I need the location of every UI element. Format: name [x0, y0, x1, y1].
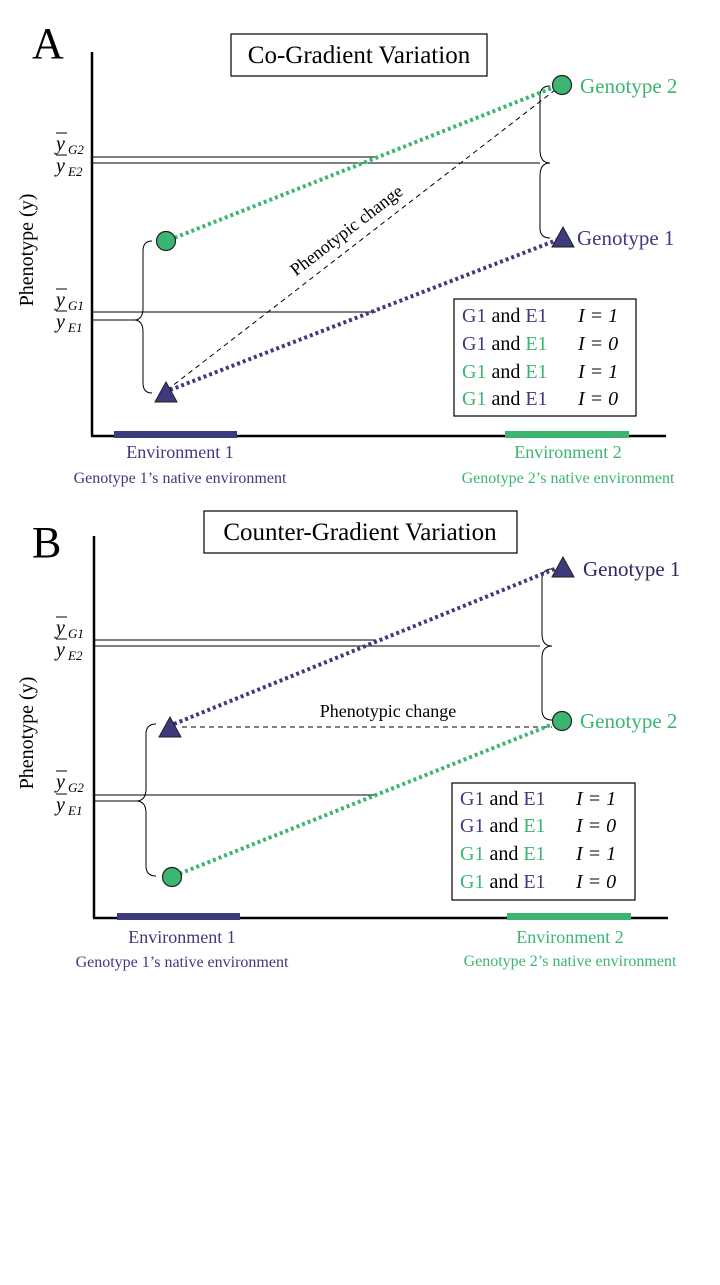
panel-b-mean-e2: y E2	[54, 638, 83, 663]
panel-b-environment2-label: Environment 2	[516, 927, 623, 947]
panel-a-legend-row: G1 and E1 I = 1	[462, 305, 618, 327]
svg-text:y: y	[54, 289, 65, 311]
svg-text:y: y	[54, 617, 65, 639]
panel-b-environment2-bar	[507, 913, 631, 920]
svg-text:I = 0: I = 0	[575, 815, 616, 837]
svg-text:G1 and E1: G1 and E1	[460, 815, 546, 837]
panel-b-legend-row: G1 and E1 I = 1	[460, 843, 616, 865]
panel-b-legend-row: G1 and E1 I = 0	[460, 815, 616, 837]
panel-a-environment1-sublabel: Genotype 1’s native environment	[74, 470, 287, 487]
panel-a-legend-row: G1 and E1 I = 1	[462, 361, 618, 383]
panel-a-environment1-label: Environment 1	[126, 442, 233, 462]
svg-text:G1 and E1: G1 and E1	[460, 843, 546, 865]
panel-b-genotype1-env2-marker	[551, 555, 575, 578]
panel-b-y-axis-label: Phenotype (y)	[16, 677, 38, 790]
panel-a-genotype2-env1-marker	[155, 230, 177, 252]
panel-a-letter: A	[32, 19, 64, 68]
svg-text:G1 and E1: G1 and E1	[460, 788, 546, 810]
panel-a-title: Co-Gradient Variation	[248, 42, 471, 69]
svg-text:G2: G2	[68, 780, 84, 795]
panel-b-mean-g2: y G2	[54, 770, 84, 795]
panel-a-genotype2-label: Genotype 2	[580, 74, 677, 98]
panel-a-environment1-bar	[114, 431, 237, 438]
svg-text:G1 and E1: G1 and E1	[462, 361, 548, 383]
panel-a-mean-e2: y E2	[54, 154, 83, 179]
svg-text:y: y	[54, 155, 65, 177]
panel-b-environment1-label: Environment 1	[128, 927, 235, 947]
svg-text:I = 1: I = 1	[577, 305, 618, 327]
panel-b-letter: B	[32, 518, 61, 567]
svg-text:I = 1: I = 1	[575, 788, 616, 810]
panel-b-genotype2-norm	[173, 720, 559, 878]
panel-a-phenotypic-change-line	[166, 89, 556, 391]
svg-text:E2: E2	[67, 164, 83, 179]
panel-b-legend-row: G1 and E1 I = 0	[460, 871, 616, 893]
panel-b-environment1-bar	[117, 913, 240, 920]
svg-text:G1 and E1: G1 and E1	[462, 305, 548, 327]
svg-text:E1: E1	[67, 320, 82, 335]
panel-a-title-box	[230, 33, 488, 77]
svg-text:G1 and E1: G1 and E1	[462, 333, 548, 355]
panel-a-environment2-sublabel: Genotype 2’s native environment	[462, 470, 675, 487]
panel-a-mean-e1: y E1	[54, 310, 82, 335]
svg-text:E1: E1	[67, 803, 82, 818]
panel-b: B Counter-Gradient Variation Phenotype (…	[16, 510, 680, 971]
svg-text:y: y	[54, 771, 65, 793]
panel-b-environment1-sublabel: Genotype 1’s native environment	[76, 954, 289, 971]
panel-a-bracket-env1	[133, 240, 153, 394]
panel-a-mean-g2: y G2	[54, 132, 84, 157]
svg-text:G1 and E1: G1 and E1	[462, 388, 548, 410]
panel-a-genotype2-env2-marker	[551, 74, 573, 96]
svg-text:I = 0: I = 0	[575, 871, 616, 893]
panel-b-genotype1-norm	[173, 566, 558, 726]
panel-b-environment2-sublabel: Genotype 2’s native environment	[464, 953, 677, 970]
panel-b-genotype2-env2-marker	[551, 710, 573, 732]
panel-a-legend-row: G1 and E1 I = 0	[462, 388, 618, 410]
svg-text:I = 1: I = 1	[577, 361, 618, 383]
svg-text:y: y	[54, 794, 65, 816]
panel-a-legend-row: G1 and E1 I = 0	[462, 333, 618, 355]
panel-b-bracket-env1	[135, 723, 157, 877]
panel-b-genotype1-label: Genotype 1	[583, 557, 680, 581]
panel-a-mean-g1: y G1	[54, 288, 84, 313]
svg-text:I = 0: I = 0	[577, 388, 618, 410]
svg-text:y: y	[54, 639, 65, 661]
panel-a-genotype1-env1-marker	[154, 380, 178, 403]
panel-b-genotype2-env1-marker	[161, 866, 183, 888]
svg-text:G1: G1	[68, 298, 84, 313]
panel-b-legend-box	[451, 782, 636, 901]
panel-a-y-axis-label: Phenotype (y)	[16, 194, 38, 307]
panel-a-genotype1-env2-marker	[551, 225, 575, 248]
panel-b-genotype2-label: Genotype 2	[580, 709, 677, 733]
panel-b-mean-e1: y E1	[54, 793, 82, 818]
panel-b-phenotypic-change-label: Phenotypic change	[320, 701, 456, 721]
panel-a-environment2-label: Environment 2	[514, 442, 621, 462]
panel-b-title: Counter-Gradient Variation	[223, 519, 497, 546]
svg-text:G2: G2	[68, 142, 84, 157]
panel-a: A Co-Gradient Variation Phenotype (y) y …	[16, 19, 677, 487]
svg-text:E2: E2	[67, 648, 83, 663]
panel-a-bracket-env2	[539, 85, 551, 239]
panel-a-legend-box	[453, 298, 637, 417]
svg-text:I = 1: I = 1	[575, 843, 616, 865]
panel-b-genotype1-env1-marker	[158, 715, 182, 738]
panel-a-phenotypic-change-label: Phenotypic change	[286, 181, 406, 280]
svg-text:I = 0: I = 0	[577, 333, 618, 355]
svg-text:y: y	[54, 133, 65, 155]
panel-b-bracket-env2	[541, 568, 553, 721]
panel-a-genotype1-label: Genotype 1	[577, 226, 674, 250]
svg-text:G1: G1	[68, 626, 84, 641]
svg-text:y: y	[54, 311, 65, 333]
panel-b-title-box	[203, 510, 518, 554]
panel-b-mean-g1: y G1	[54, 616, 84, 641]
svg-text:G1 and E1: G1 and E1	[460, 871, 546, 893]
panel-b-legend-row: G1 and E1 I = 1	[460, 788, 616, 810]
panel-a-environment2-bar	[505, 431, 629, 438]
